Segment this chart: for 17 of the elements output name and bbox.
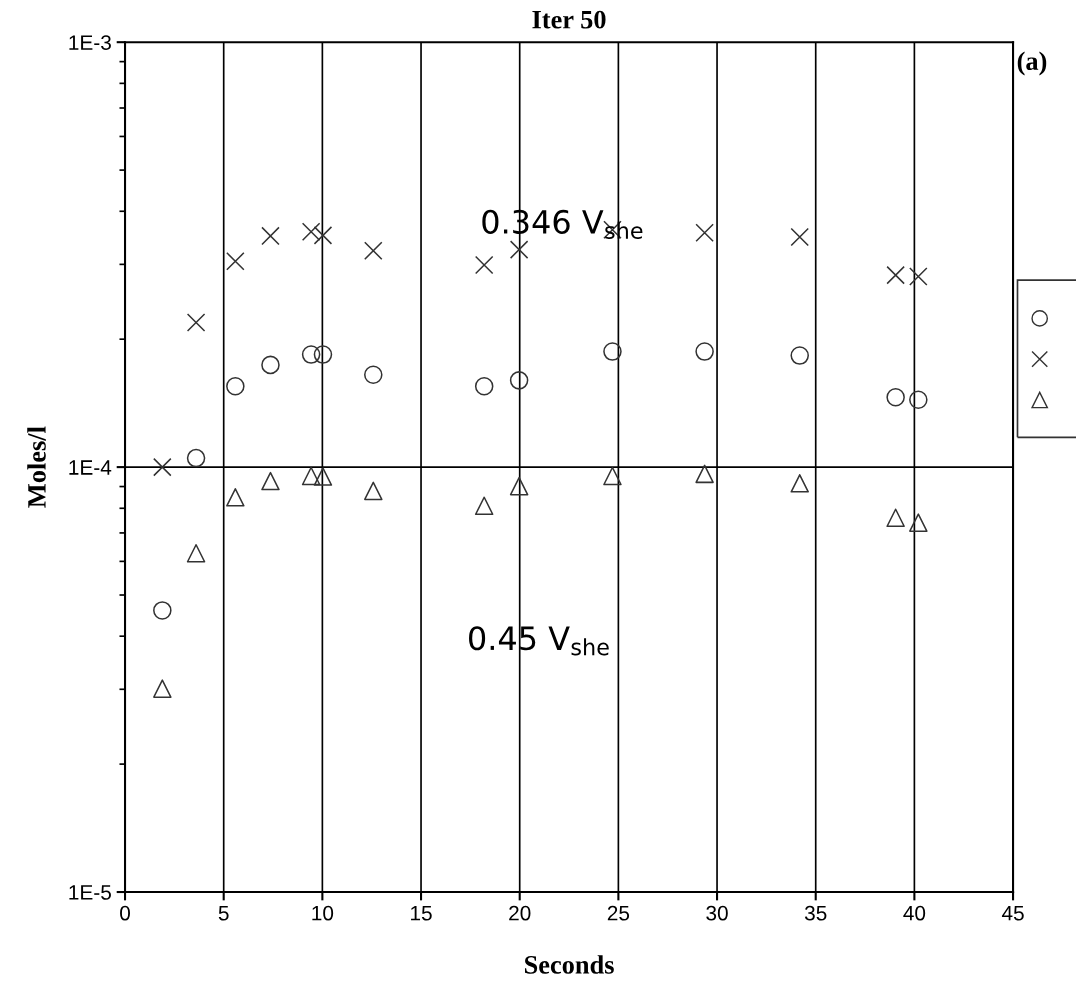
x-tick-label: 25 xyxy=(607,905,630,921)
x-axis-title: Seconds xyxy=(524,955,614,974)
y-tick-label: 1E-4 xyxy=(69,460,112,475)
x-tick-label: 20 xyxy=(509,905,531,921)
x-tick-label: 40 xyxy=(903,905,926,921)
x-tick-label: 15 xyxy=(411,905,432,921)
chart-title: Iter 50 xyxy=(532,10,606,29)
y-tick-label: 1E-3 xyxy=(69,35,111,50)
x-tick-label: 5 xyxy=(218,905,229,921)
x-tick-label: 10 xyxy=(312,905,334,921)
x-tick-label: 45 xyxy=(1001,905,1024,921)
x-tick-label: 30 xyxy=(706,905,728,921)
y-tick-label: 1E-5 xyxy=(69,885,111,900)
x-tick-label: 0 xyxy=(120,905,131,921)
text: (a) xyxy=(1017,51,1047,76)
x-tick-label: 35 xyxy=(804,905,827,921)
y-axis-title: Moles/l xyxy=(27,426,46,508)
